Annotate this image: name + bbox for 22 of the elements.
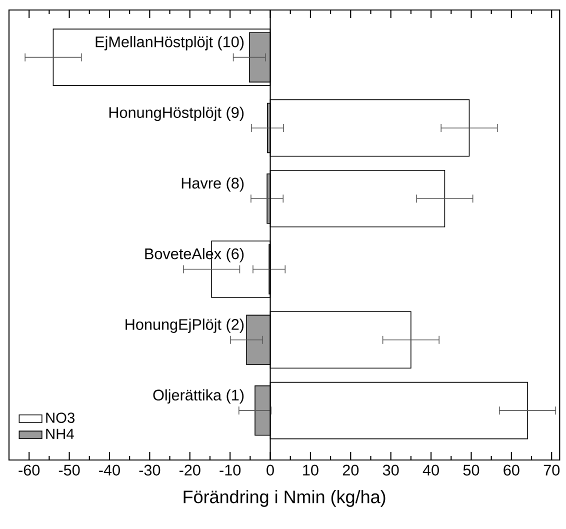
x-tick-label: 40 bbox=[422, 464, 439, 476]
y-tick-label: Havre (8) bbox=[182, 177, 244, 192]
x-tick-label: 20 bbox=[342, 464, 359, 476]
x-tick-label: -10 bbox=[220, 464, 241, 476]
x-tick-label: -20 bbox=[179, 464, 200, 476]
x-tick-label: 30 bbox=[382, 464, 399, 476]
x-tick-label: -40 bbox=[99, 464, 120, 476]
y-tick-label: Oljerättika (1) bbox=[153, 389, 244, 404]
x-tick-label: 60 bbox=[504, 464, 520, 476]
y-tick-label: HonungHöstplöjt (9) bbox=[109, 106, 244, 121]
x-tick-label: 10 bbox=[303, 464, 318, 476]
x-tick-label: -30 bbox=[139, 464, 160, 476]
x-tick-label: 50 bbox=[463, 464, 480, 476]
legend-label: NO3 bbox=[46, 412, 75, 423]
y-tick-label: HonungEjPlöjt (2) bbox=[126, 318, 244, 333]
x-tick-label: 70 bbox=[544, 464, 560, 476]
legend-label: NH4 bbox=[46, 428, 74, 439]
x-tick-label: 0 bbox=[266, 464, 274, 476]
y-tick-label: EjMellanHöstplöjt (10) bbox=[96, 36, 244, 50]
x-tick-label: -60 bbox=[18, 464, 40, 476]
x-tick-label: -50 bbox=[58, 464, 80, 476]
x-axis-title: Förändring i Nmin (kg/ha) bbox=[184, 490, 386, 507]
